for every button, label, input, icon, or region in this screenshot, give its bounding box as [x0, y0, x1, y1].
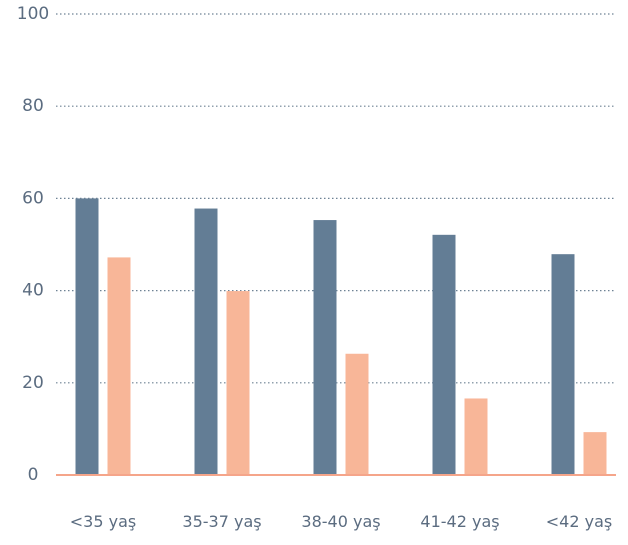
bar-series-1-4: [551, 254, 575, 475]
y-axis-tick-labels: 0 20 40 60 80 100: [17, 4, 49, 485]
y-tick-label: 100: [17, 4, 49, 24]
y-tick-label: 40: [22, 281, 44, 301]
y-tick-label: 0: [28, 465, 39, 485]
bar-series-2-4: [583, 432, 607, 475]
bar-series-1-3: [432, 234, 456, 475]
y-tick-label: 60: [22, 188, 44, 208]
bar-series-2-3: [464, 398, 488, 475]
bar-series-1-1: [194, 208, 218, 476]
bar-series-2-1: [226, 291, 250, 475]
x-category-label: 38-40 yaş: [301, 512, 380, 531]
x-category-label: 35-37 yaş: [182, 512, 261, 531]
bar-series-2-0: [107, 257, 131, 475]
bar-series-1-2: [313, 220, 337, 475]
bar-series-1-0: [75, 198, 99, 475]
bars: [75, 198, 607, 476]
y-tick-label: 80: [22, 96, 44, 116]
x-axis-category-labels: <35 yaş 35-37 yaş 38-40 yaş 41-42 yaş <42 ya…: [70, 512, 612, 531]
x-category-label: 41-42 yaş: [420, 512, 499, 531]
bar-series-2-2: [345, 353, 369, 475]
x-category-label: <35 yaş: [70, 512, 136, 531]
y-tick-label: 20: [22, 373, 44, 393]
x-category-label: <42 yaş: [546, 512, 612, 531]
